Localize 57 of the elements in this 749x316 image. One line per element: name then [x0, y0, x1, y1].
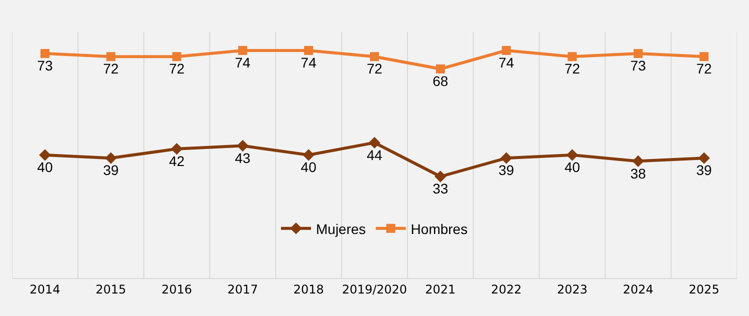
- data-label: 72: [103, 60, 119, 77]
- point: [434, 170, 446, 182]
- x-tick-label: 2022: [491, 282, 522, 296]
- data-label: 39: [498, 162, 514, 178]
- data-label: 38: [630, 165, 646, 182]
- data-label: 40: [37, 159, 53, 176]
- x-tick-label: 2018: [293, 282, 324, 296]
- data-label: 44: [366, 146, 382, 163]
- point: [566, 149, 578, 161]
- data-label: 39: [696, 162, 712, 178]
- data-label: 72: [168, 60, 185, 77]
- x-tick-label: 2025: [688, 282, 720, 296]
- data-label: 42: [168, 152, 185, 169]
- x-tick-label: 2019/2020: [342, 282, 408, 296]
- x-tick-label: 2024: [622, 282, 654, 296]
- data-label: 72: [564, 60, 580, 77]
- point: [632, 155, 644, 167]
- point: [40, 49, 50, 58]
- data-label: 40: [300, 159, 317, 176]
- point: [370, 52, 379, 62]
- point: [170, 143, 183, 155]
- data-label: 73: [37, 58, 53, 74]
- point: [39, 149, 51, 161]
- data-label: 73: [630, 58, 646, 74]
- point: [368, 136, 380, 149]
- data-label: 33: [432, 180, 448, 197]
- data-label: 74: [234, 54, 251, 71]
- point: [172, 52, 182, 62]
- point: [502, 46, 511, 55]
- point: [700, 52, 709, 62]
- point: [238, 46, 248, 55]
- data-label: 74: [300, 54, 317, 71]
- data-label: 43: [234, 150, 251, 166]
- legend-label: Mujeres: [316, 220, 366, 237]
- point: [304, 46, 314, 55]
- point: [106, 52, 116, 62]
- point: [634, 49, 643, 58]
- data-label: 40: [564, 159, 580, 176]
- data-label: 72: [366, 60, 382, 77]
- data-label: 72: [696, 60, 712, 77]
- point: [236, 140, 249, 152]
- x-tick-label: 2016: [161, 282, 192, 296]
- data-label: 39: [103, 162, 119, 178]
- data-label: 74: [498, 54, 514, 71]
- data-label: 68: [432, 73, 448, 90]
- x-tick-label: 2023: [556, 282, 588, 296]
- point: [500, 152, 512, 164]
- x-tick-label: 2014: [30, 282, 60, 296]
- point: [698, 152, 710, 164]
- point: [105, 152, 117, 164]
- x-tick-label: 2021: [425, 282, 456, 296]
- point: [302, 149, 314, 161]
- x-tick-label: 2017: [227, 282, 258, 296]
- point: [568, 52, 577, 62]
- x-tick-label: 2015: [96, 282, 126, 296]
- legend-label: Hombres: [410, 220, 468, 237]
- point: [436, 64, 445, 74]
